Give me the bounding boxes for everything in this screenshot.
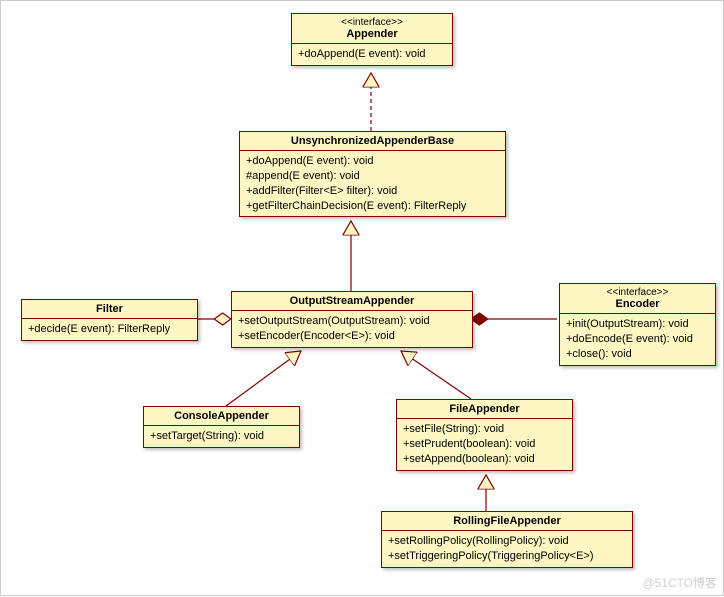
watermark: @51CTO博客 — [642, 574, 717, 591]
member: #append(E event): void — [246, 169, 499, 184]
member: +setEncoder(Encoder<E>): void — [238, 329, 466, 344]
class-title: RollingFileAppender — [382, 512, 632, 531]
stereotype: <<interface>> — [300, 17, 444, 28]
class-unsyncBase: UnsynchronizedAppenderBase +doAppend(E ev… — [239, 131, 506, 217]
member: +getFilterChainDecision(E event): Filter… — [246, 199, 499, 214]
class-title: ConsoleAppender — [144, 407, 299, 426]
class-name: UnsynchronizedAppenderBase — [248, 135, 497, 147]
class-title: OutputStreamAppender — [232, 292, 472, 311]
member: +doEncode(E event): void — [566, 332, 709, 347]
member: +setAppend(boolean): void — [403, 452, 566, 467]
class-members: +setRollingPolicy(RollingPolicy): void+s… — [382, 531, 632, 567]
class-rollingFileAppender: RollingFileAppender +setRollingPolicy(Rol… — [381, 511, 633, 568]
member: +setRollingPolicy(RollingPolicy): void — [388, 534, 626, 549]
class-name: OutputStreamAppender — [240, 295, 464, 307]
member: +addFilter(Filter<E> filter): void — [246, 184, 499, 199]
member: +setTarget(String): void — [150, 429, 293, 444]
edge-console-to-osa — [226, 351, 301, 406]
member: +doAppend(E event): void — [246, 154, 499, 169]
class-filter: Filter +decide(E event): FilterReply — [21, 299, 198, 341]
class-members: +setOutputStream(OutputStream): void+set… — [232, 311, 472, 347]
class-title: <<interface>>Appender — [292, 14, 452, 44]
class-name: RollingFileAppender — [390, 515, 624, 527]
class-members: +setTarget(String): void — [144, 426, 299, 447]
member: +init(OutputStream): void — [566, 317, 709, 332]
edge-file-to-osa — [401, 351, 471, 399]
member: +setOutputStream(OutputStream): void — [238, 314, 466, 329]
class-title: FileAppender — [397, 400, 572, 419]
class-members: +doAppend(E event): void#append(E event)… — [240, 151, 505, 216]
member: +setFile(String): void — [403, 422, 566, 437]
member: +decide(E event): FilterReply — [28, 322, 191, 337]
class-members: +decide(E event): FilterReply — [22, 319, 197, 340]
class-consoleAppender: ConsoleAppender +setTarget(String): void — [143, 406, 300, 448]
member: +close(): void — [566, 347, 709, 362]
class-members: +doAppend(E event): void — [292, 44, 452, 65]
class-fileAppender: FileAppender +setFile(String): void+setPr… — [396, 399, 573, 471]
class-title: UnsynchronizedAppenderBase — [240, 132, 505, 151]
member: +setPrudent(boolean): void — [403, 437, 566, 452]
class-name: ConsoleAppender — [152, 410, 291, 422]
class-title: <<interface>>Encoder — [560, 284, 715, 314]
class-name: Encoder — [568, 298, 707, 310]
stereotype: <<interface>> — [568, 287, 707, 298]
class-members: +setFile(String): void+setPrudent(boolea… — [397, 419, 572, 470]
class-outputStreamAppender: OutputStreamAppender +setOutputStream(Out… — [231, 291, 473, 348]
class-name: FileAppender — [405, 403, 564, 415]
class-title: Filter — [22, 300, 197, 319]
class-members: +init(OutputStream): void+doEncode(E eve… — [560, 314, 715, 365]
member: +doAppend(E event): void — [298, 47, 446, 62]
class-name: Filter — [30, 303, 189, 315]
class-appender: <<interface>>Appender +doAppend(E event):… — [291, 13, 453, 66]
member: +setTriggeringPolicy(TriggeringPolicy<E>… — [388, 549, 626, 564]
class-encoder: <<interface>>Encoder+init(OutputStream):… — [559, 283, 716, 366]
class-name: Appender — [300, 28, 444, 40]
